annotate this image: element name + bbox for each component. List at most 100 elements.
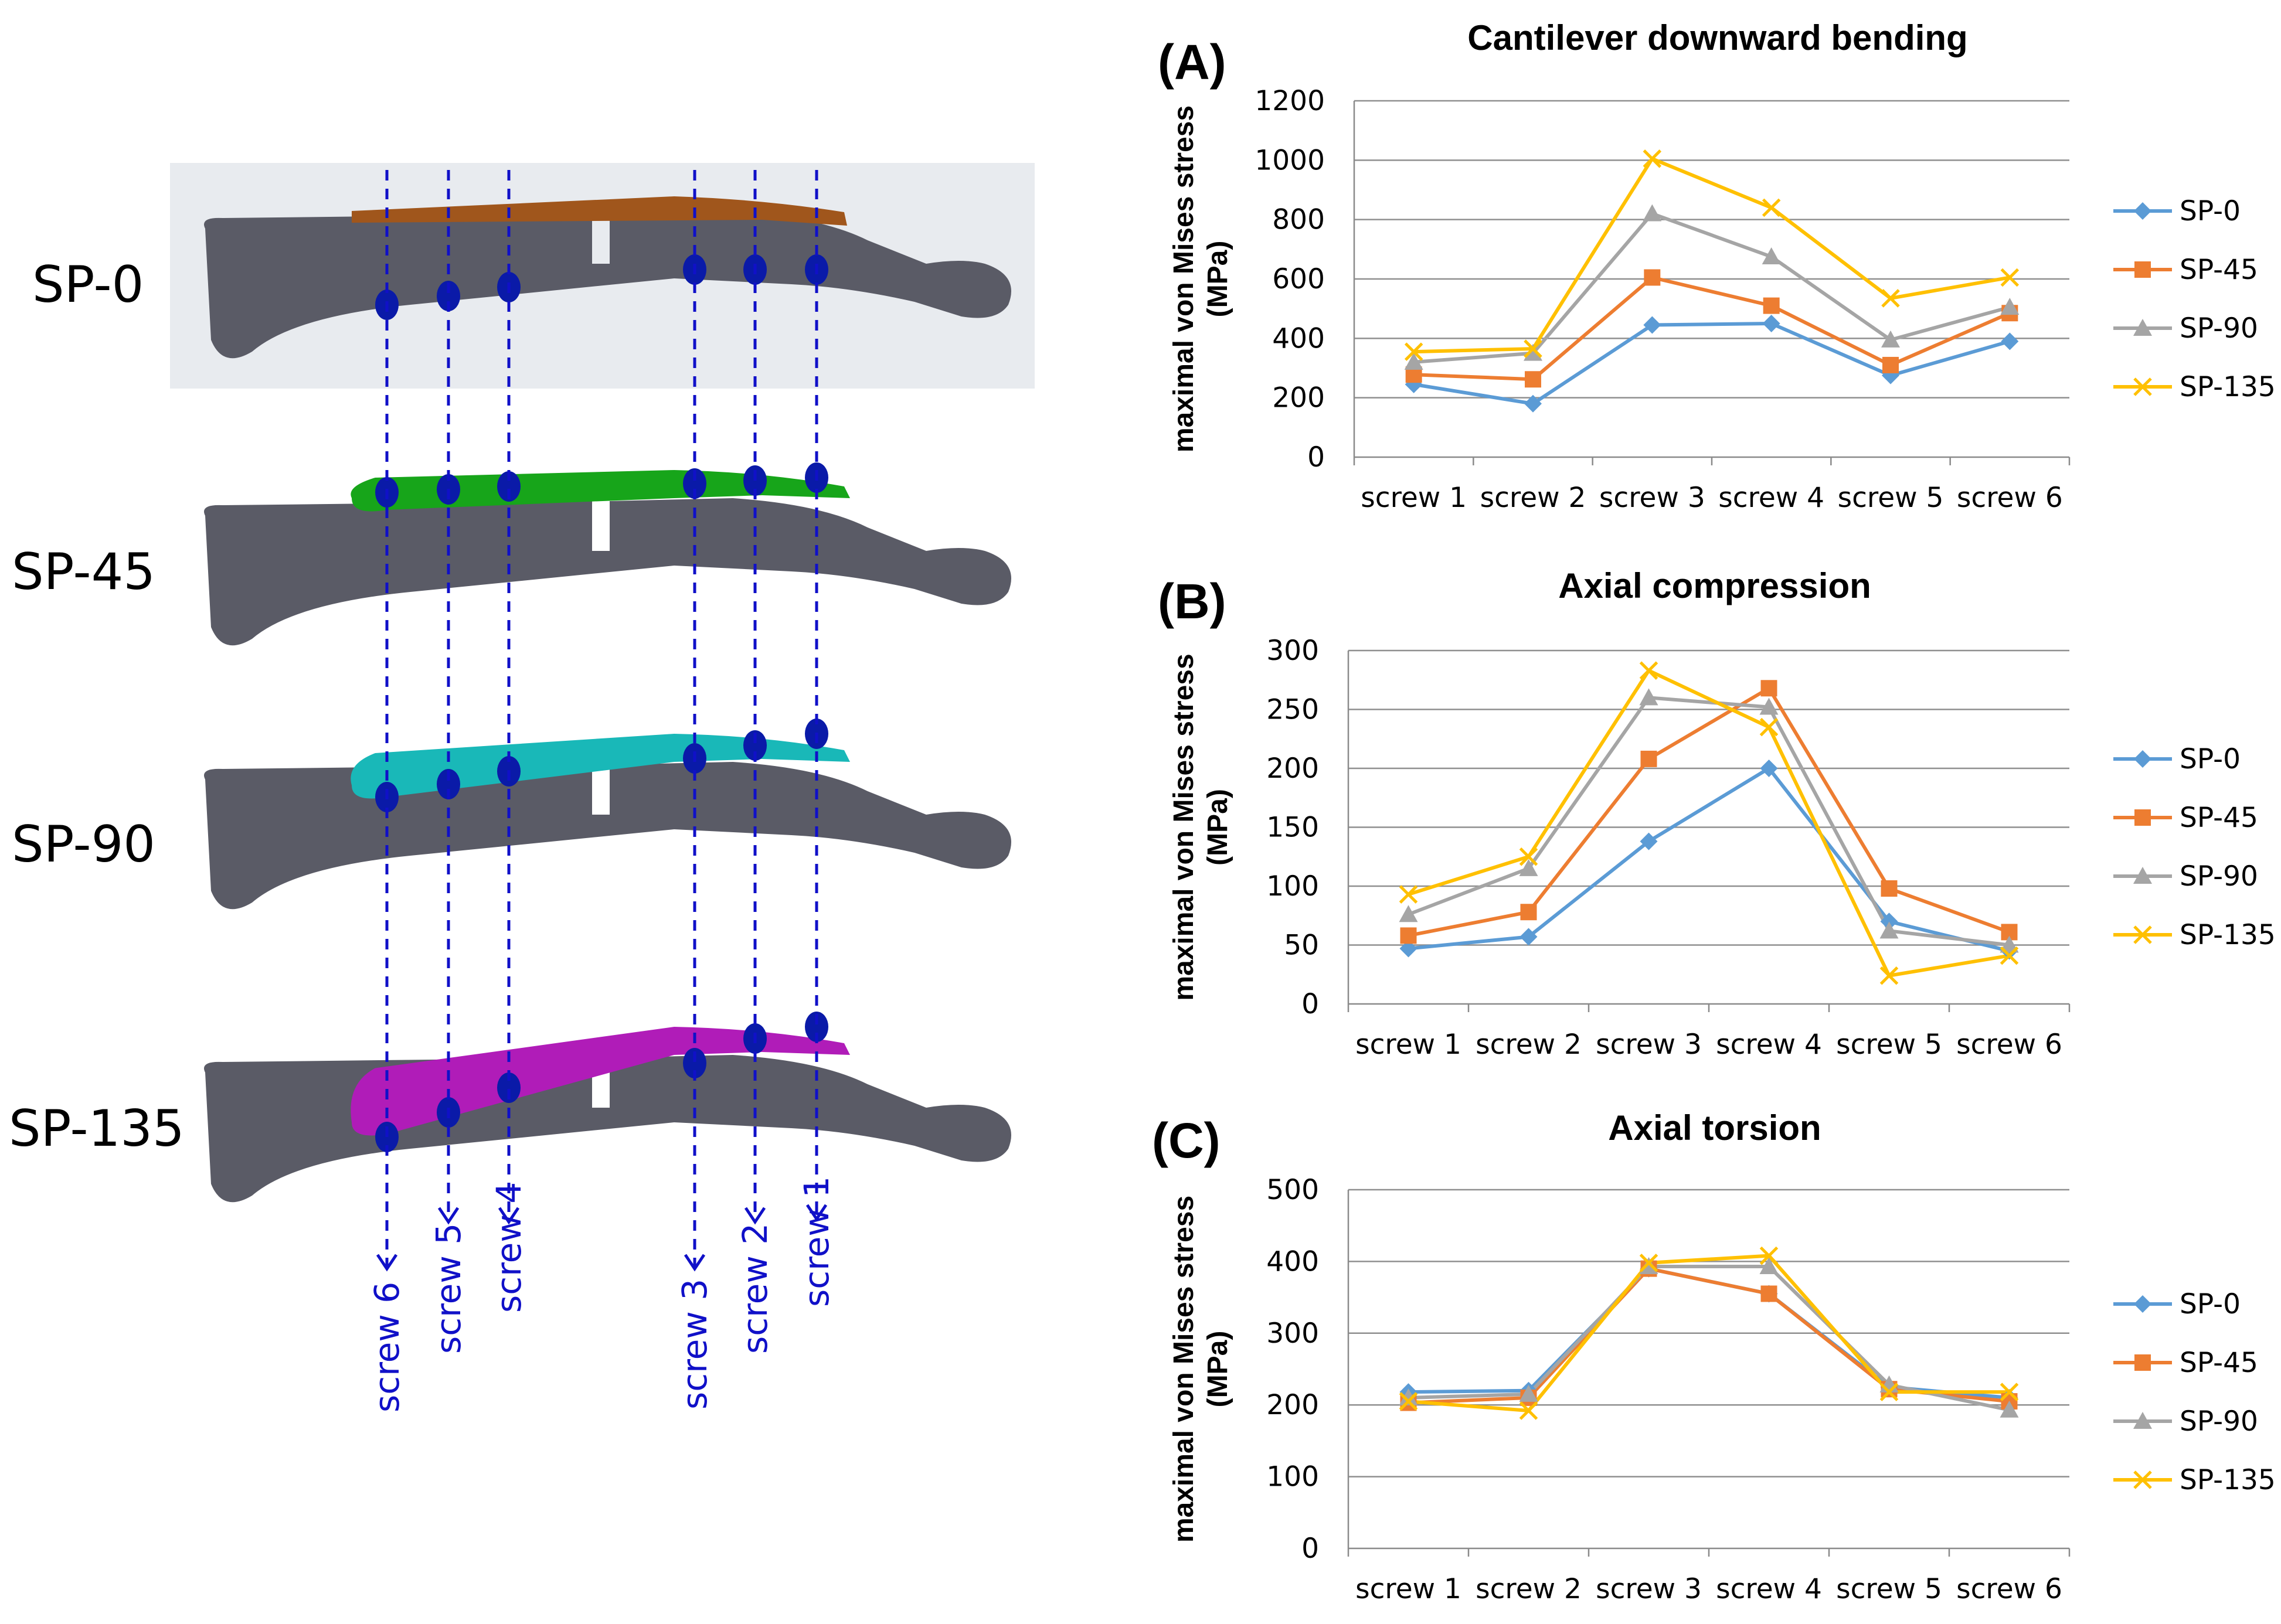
legend-label: SP-135 (2180, 371, 2276, 403)
data-point-sp-0 (1762, 315, 1780, 332)
bone-model (204, 762, 1011, 910)
x-tick-label: screw 3 (1596, 1029, 1702, 1061)
y-tick-label: 150 (1266, 812, 1319, 844)
data-point-sp-90 (1519, 1384, 1538, 1402)
data-point-sp-135 (1519, 847, 1538, 866)
screw-head (805, 1012, 828, 1042)
model-label: SP-135 (9, 1099, 185, 1158)
y-tick-label: 400 (1272, 322, 1325, 355)
screw-label: screw 2 (735, 1223, 775, 1354)
x-tick-label: screw 4 (1718, 482, 1824, 514)
data-point-sp-45 (1525, 371, 1541, 388)
y-tick-label: 0 (1301, 1533, 1319, 1565)
data-point-sp-90 (1404, 352, 1423, 370)
y-tick-label: 600 (1272, 263, 1325, 295)
data-point-sp-0 (1760, 760, 1778, 777)
x-tick-label: screw 5 (1838, 482, 1944, 514)
legend-label: SP-0 (2180, 743, 2241, 775)
data-point-sp-90 (1879, 921, 1899, 939)
screw-label: screw 3 (675, 1279, 715, 1409)
x-tick-label: screw 6 (1957, 482, 2063, 514)
data-point-sp-45 (1763, 297, 1780, 314)
chart-title: Cantilever downward bending (1467, 18, 1967, 57)
legend-label: SP-90 (2180, 312, 2258, 345)
arrow-head-icon (684, 1254, 706, 1272)
data-point-sp-90 (1524, 343, 1542, 361)
series-line-sp-45 (1408, 686, 2010, 938)
y-tick-label: 250 (1266, 694, 1319, 726)
data-point-sp-135 (2000, 1383, 2019, 1401)
data-point-sp-0 (1640, 832, 1658, 850)
data-point-sp-45 (2134, 809, 2151, 826)
data-point-sp-45 (1400, 927, 1417, 944)
arrow-head-icon (376, 1254, 398, 1272)
series-line-sp-0 (1408, 766, 2010, 953)
data-point-sp-135 (1524, 339, 1542, 358)
y-tick-label: 500 (1266, 1174, 1319, 1206)
panel-tag: (A) (1158, 35, 1226, 90)
y-tick-label: 1000 (1255, 144, 1325, 176)
plate-model (351, 1027, 850, 1136)
chart-title: Axial compression (1558, 566, 1871, 605)
y-tick-label: 100 (1266, 870, 1319, 903)
model-label: SP-90 (12, 815, 155, 874)
legend-item-sp-0: SP-0 (2113, 195, 2241, 227)
screw-label: screw 1 (797, 1176, 837, 1307)
data-point-sp-0 (1399, 939, 1417, 958)
legend-label: SP-90 (2180, 860, 2258, 893)
screw-head (683, 468, 706, 499)
data-point-sp-90 (2000, 935, 2019, 953)
bone-model (204, 211, 1011, 359)
screw-label: screw 5 (429, 1223, 468, 1354)
chart-title: Axial torsion (1608, 1108, 1821, 1148)
series-line-sp-135 (1408, 1254, 2010, 1413)
data-point-sp-0 (1524, 394, 1542, 413)
data-point-sp-90 (2133, 1412, 2152, 1429)
legend-label: SP-135 (2180, 919, 2276, 951)
x-tick-label: screw 6 (1956, 1029, 2062, 1061)
data-point-sp-90 (1881, 330, 1900, 348)
legend-label: SP-90 (2180, 1405, 2258, 1438)
data-point-sp-135 (1404, 342, 1423, 361)
data-point-sp-135 (1639, 661, 1658, 680)
legend-label: SP-45 (2180, 254, 2258, 286)
legend-label: SP-45 (2180, 1347, 2258, 1379)
data-point-sp-90 (2133, 319, 2152, 336)
legend-label: SP-0 (2180, 195, 2241, 227)
model-illustration-panel: SP-0 SP-45 SP-90 SP-135 screw 6 screw 5 screw … (9, 163, 1035, 1412)
x-tick-label: screw 2 (1476, 1573, 1582, 1605)
y-tick-label: 300 (1266, 635, 1319, 667)
x-tick-label: screw 1 (1355, 1573, 1461, 1605)
chart-a: (A) Cantilever downward bending 0 200 400 600… (1158, 18, 2276, 514)
plate-model (351, 734, 850, 799)
panel-tag: (C) (1152, 1113, 1221, 1168)
legend-label: SP-0 (2180, 1288, 2241, 1320)
legend-item-sp-45: SP-45 (2113, 802, 2258, 834)
data-point-sp-0 (2134, 202, 2151, 220)
charts-panel: (A) Cantilever downward bending 0 200 400 600… (1152, 18, 2276, 1605)
data-point-sp-90 (1399, 1388, 1418, 1405)
series-line-sp-135 (1413, 156, 2010, 354)
data-point-sp-45 (1881, 880, 1898, 897)
data-point-sp-135 (1639, 1254, 1658, 1272)
bone-model (204, 498, 1011, 646)
data-point-sp-90 (1639, 1257, 1658, 1274)
series-line-sp-45 (1408, 1266, 2010, 1405)
data-point-sp-135 (1879, 966, 1899, 985)
data-point-sp-135 (1762, 198, 1781, 217)
x-tick-label: screw 4 (1716, 1029, 1822, 1061)
data-point-sp-45 (1640, 750, 1657, 767)
data-point-sp-45 (2134, 261, 2151, 278)
y-axis-title: maximal von Mises stress (1168, 653, 1199, 1000)
x-tick-label: screw 5 (1836, 1573, 1942, 1605)
data-point-sp-135 (1399, 885, 1418, 904)
legend-item-sp-45: SP-45 (2113, 1347, 2258, 1379)
arrow-head-icon (744, 1207, 766, 1225)
data-point-sp-135 (2133, 1470, 2152, 1489)
data-point-sp-135 (1879, 1383, 1899, 1401)
x-tick-label: screw 3 (1596, 1573, 1702, 1605)
data-point-sp-90 (2000, 298, 2020, 315)
data-point-sp-90 (1399, 905, 1418, 922)
screw-label: screw 6 (367, 1282, 407, 1412)
legend-item-sp-90: SP-90 (2113, 1405, 2258, 1438)
